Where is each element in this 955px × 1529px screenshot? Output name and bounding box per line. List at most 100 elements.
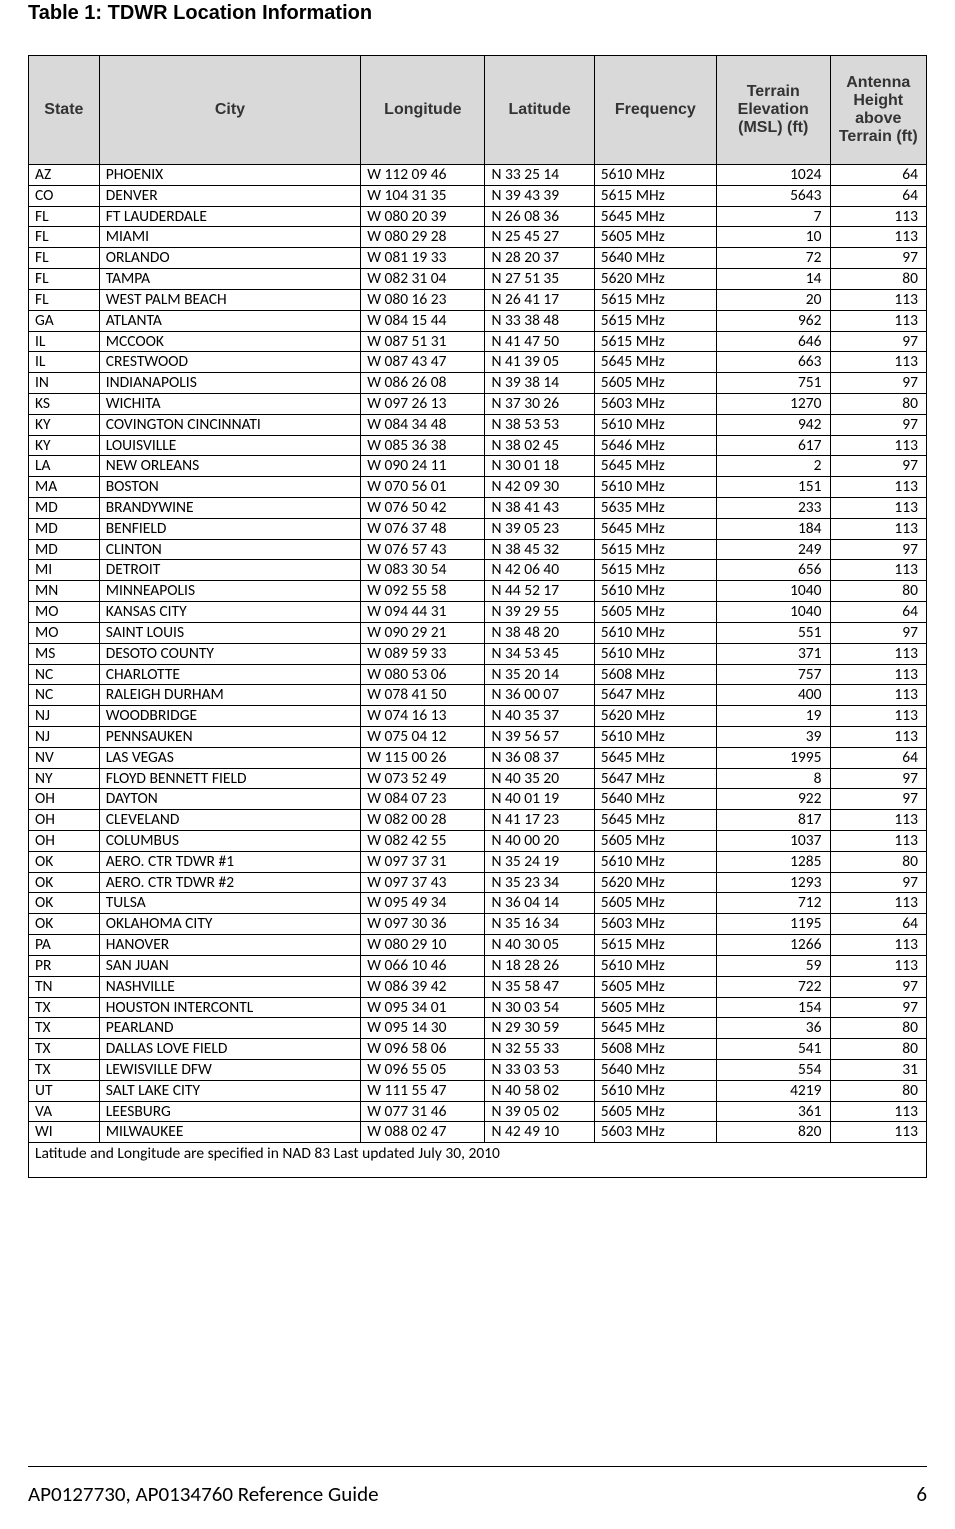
cell-longitude: W 085 36 38 [361, 435, 485, 456]
cell-frequency: 5610 MHz [594, 414, 716, 435]
cell-city: MCCOOK [99, 331, 360, 352]
cell-antenna: 113 [830, 518, 926, 539]
cell-elevation: 151 [716, 477, 830, 498]
table-row: AZPHOENIXW 112 09 46N 33 25 145610 MHz10… [29, 165, 927, 186]
cell-city: DETROIT [99, 560, 360, 581]
cell-city: KANSAS CITY [99, 602, 360, 623]
cell-city: DALLAS LOVE FIELD [99, 1039, 360, 1060]
cell-longitude: W 070 56 01 [361, 477, 485, 498]
cell-elevation: 712 [716, 893, 830, 914]
cell-latitude: N 30 01 18 [485, 456, 594, 477]
cell-state: MO [29, 622, 100, 643]
cell-antenna: 113 [830, 685, 926, 706]
cell-elevation: 14 [716, 269, 830, 290]
cell-city: WEST PALM BEACH [99, 289, 360, 310]
cell-antenna: 113 [830, 206, 926, 227]
cell-latitude: N 35 24 19 [485, 851, 594, 872]
cell-frequency: 5615 MHz [594, 331, 716, 352]
cell-longitude: W 082 00 28 [361, 810, 485, 831]
table-row: ININDIANAPOLISW 086 26 08N 39 38 145605 … [29, 373, 927, 394]
cell-longitude: W 080 53 06 [361, 664, 485, 685]
cell-elevation: 184 [716, 518, 830, 539]
cell-state: FL [29, 227, 100, 248]
cell-state: IL [29, 352, 100, 373]
cell-frequency: 5645 MHz [594, 206, 716, 227]
cell-state: NC [29, 685, 100, 706]
cell-frequency: 5615 MHz [594, 560, 716, 581]
cell-city: MILWAUKEE [99, 1122, 360, 1143]
cell-antenna: 113 [830, 560, 926, 581]
table-row: WIMILWAUKEEW 088 02 47N 42 49 105603 MHz… [29, 1122, 927, 1143]
cell-city: NEW ORLEANS [99, 456, 360, 477]
table-row: TXLEWISVILLE DFWW 096 55 05N 33 03 53564… [29, 1059, 927, 1080]
cell-city: WICHITA [99, 393, 360, 414]
cell-state: MI [29, 560, 100, 581]
cell-latitude: N 26 41 17 [485, 289, 594, 310]
cell-elevation: 7 [716, 206, 830, 227]
cell-antenna: 113 [830, 1122, 926, 1143]
cell-city: FLOYD BENNETT FIELD [99, 768, 360, 789]
table-row: OHCLEVELANDW 082 00 28N 41 17 235645 MHz… [29, 810, 927, 831]
cell-frequency: 5610 MHz [594, 622, 716, 643]
cell-city: CLINTON [99, 539, 360, 560]
table-row: FLORLANDOW 081 19 33N 28 20 375640 MHz72… [29, 248, 927, 269]
cell-frequency: 5603 MHz [594, 914, 716, 935]
cell-state: PR [29, 955, 100, 976]
cell-city: ATLANTA [99, 310, 360, 331]
cell-frequency: 5645 MHz [594, 747, 716, 768]
cell-latitude: N 32 55 33 [485, 1039, 594, 1060]
cell-state: KY [29, 414, 100, 435]
table-row: VALEESBURGW 077 31 46N 39 05 025605 MHz3… [29, 1101, 927, 1122]
footnote-row: Latitude and Longitude are specified in … [29, 1143, 927, 1178]
cell-longitude: W 080 16 23 [361, 289, 485, 310]
cell-state: TX [29, 1059, 100, 1080]
cell-antenna: 113 [830, 310, 926, 331]
cell-city: DENVER [99, 185, 360, 206]
cell-elevation: 249 [716, 539, 830, 560]
table-row: TNNASHVILLEW 086 39 42N 35 58 475605 MHz… [29, 976, 927, 997]
table-row: MOKANSAS CITYW 094 44 31N 39 29 555605 M… [29, 602, 927, 623]
cell-longitude: W 115 00 26 [361, 747, 485, 768]
cell-antenna: 113 [830, 477, 926, 498]
cell-city: CRESTWOOD [99, 352, 360, 373]
cell-city: BRANDYWINE [99, 498, 360, 519]
cell-antenna: 97 [830, 768, 926, 789]
cell-elevation: 10 [716, 227, 830, 248]
cell-latitude: N 42 09 30 [485, 477, 594, 498]
cell-latitude: N 38 48 20 [485, 622, 594, 643]
cell-antenna: 113 [830, 664, 926, 685]
cell-elevation: 1024 [716, 165, 830, 186]
cell-antenna: 113 [830, 935, 926, 956]
cell-elevation: 551 [716, 622, 830, 643]
cell-latitude: N 29 30 59 [485, 1018, 594, 1039]
cell-elevation: 5643 [716, 185, 830, 206]
cell-city: FT LAUDERDALE [99, 206, 360, 227]
cell-latitude: N 33 25 14 [485, 165, 594, 186]
cell-state: MO [29, 602, 100, 623]
cell-state: OH [29, 810, 100, 831]
cell-latitude: N 40 35 20 [485, 768, 594, 789]
cell-antenna: 113 [830, 643, 926, 664]
table-row: OHCOLUMBUSW 082 42 55N 40 00 205605 MHz1… [29, 831, 927, 852]
cell-city: SALT LAKE CITY [99, 1080, 360, 1101]
cell-city: BENFIELD [99, 518, 360, 539]
cell-city: PHOENIX [99, 165, 360, 186]
cell-elevation: 663 [716, 352, 830, 373]
table-row: NJPENNSAUKENW 075 04 12N 39 56 575610 MH… [29, 726, 927, 747]
cell-latitude: N 30 03 54 [485, 997, 594, 1018]
cell-latitude: N 28 20 37 [485, 248, 594, 269]
cell-state: IL [29, 331, 100, 352]
cell-elevation: 8 [716, 768, 830, 789]
cell-state: TN [29, 976, 100, 997]
cell-antenna: 97 [830, 872, 926, 893]
cell-state: UT [29, 1080, 100, 1101]
cell-frequency: 5610 MHz [594, 643, 716, 664]
cell-latitude: N 35 58 47 [485, 976, 594, 997]
cell-elevation: 1293 [716, 872, 830, 893]
cell-latitude: N 40 01 19 [485, 789, 594, 810]
cell-frequency: 5605 MHz [594, 976, 716, 997]
cell-latitude: N 25 45 27 [485, 227, 594, 248]
cell-frequency: 5610 MHz [594, 851, 716, 872]
cell-longitude: W 086 39 42 [361, 976, 485, 997]
cell-antenna: 64 [830, 185, 926, 206]
